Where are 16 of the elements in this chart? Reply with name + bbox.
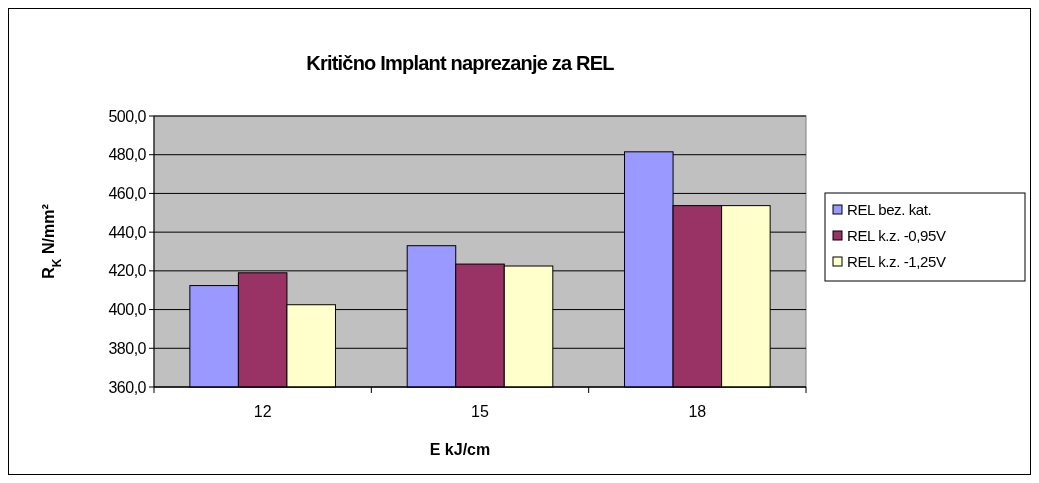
legend-label: REL bez. kat. (847, 201, 932, 219)
y-tick-label: 440,0 (108, 223, 147, 241)
x-tick-label: 12 (253, 403, 272, 420)
legend-label: REL k.z. -1,25V (847, 253, 946, 271)
y-tick-label: 420,0 (108, 262, 147, 280)
y-tick-label: 480,0 (108, 146, 147, 164)
y-tick-label: 500,0 (108, 107, 147, 125)
legend-label: REL k.z. -0,95V (847, 227, 946, 245)
y-tick-label: 460,0 (108, 185, 147, 203)
y-tick-label: 380,0 (108, 339, 147, 357)
y-tick-label: 360,0 (108, 378, 147, 396)
x-tick-label: 15 (471, 403, 489, 420)
x-tick-label: 18 (688, 403, 707, 420)
x-axis-title: E kJ/cm (429, 441, 491, 458)
y-tick-label: 400,0 (108, 301, 147, 319)
chart-title: Kritično Implant naprezanje za REL (306, 52, 615, 74)
